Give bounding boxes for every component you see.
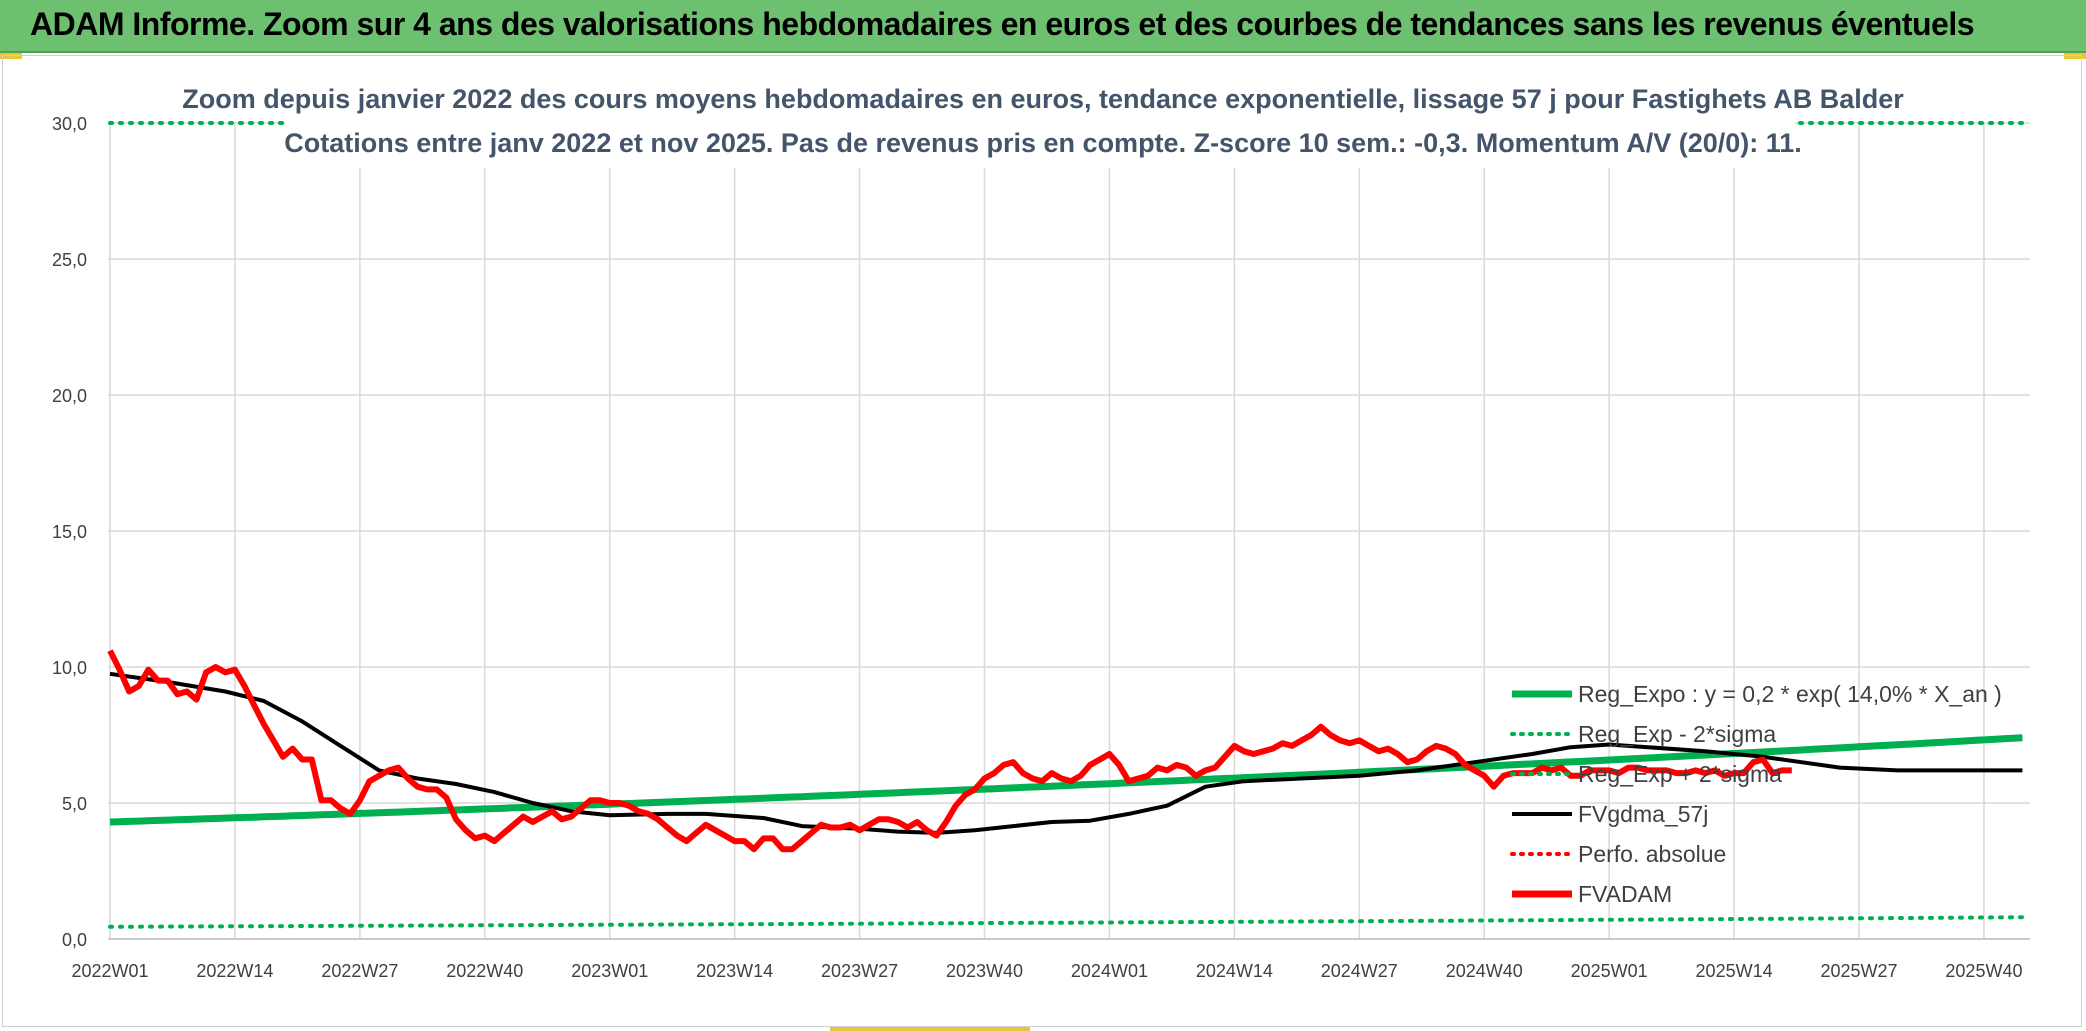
legend-label: Reg_Exp + 2*sigma — [1578, 761, 1782, 787]
x-tick-label: 2022W27 — [321, 961, 398, 981]
report-title: ADAM Informe. Zoom sur 4 ans des valoris… — [30, 6, 1975, 42]
y-tick-label: 15,0 — [52, 522, 87, 542]
corner-right-accent — [2064, 53, 2086, 59]
y-tick-label: 10,0 — [52, 658, 87, 678]
y-axis-ticks: 0,0 5,0 10,0 15,0 20,0 25,0 30,0 — [52, 114, 87, 950]
x-tick-label: 2023W01 — [571, 961, 648, 981]
x-tick-label: 2022W40 — [446, 961, 523, 981]
x-tick-label: 2023W14 — [696, 961, 773, 981]
x-tick-label: 2024W01 — [1071, 961, 1148, 981]
x-tick-label: 2025W01 — [1571, 961, 1648, 981]
x-tick-label: 2025W14 — [1696, 961, 1773, 981]
x-tick-label: 2023W40 — [946, 961, 1023, 981]
y-tick-label: 30,0 — [52, 114, 87, 134]
legend-label: Perfo. absolue — [1578, 841, 1726, 867]
series-reg-expo — [109, 734, 2023, 826]
legend-label: Reg_Expo : y = 0,2 * exp( 14,0% * X_an ) — [1578, 681, 2002, 707]
x-tick-label: 2024W27 — [1321, 961, 1398, 981]
corner-left-accent — [0, 53, 22, 59]
x-tick-label: 2024W40 — [1446, 961, 1523, 981]
legend-label: FVgdma_57j — [1578, 801, 1708, 827]
x-tick-label: 2023W27 — [821, 961, 898, 981]
x-tick-label: 2025W27 — [1820, 961, 1897, 981]
x-tick-label: 2022W01 — [71, 961, 148, 981]
legend: Reg_Expo : y = 0,2 * exp( 14,0% * X_an )… — [1510, 681, 2002, 907]
chart-title-line2: Cotations entre janv 2022 et nov 2025. P… — [284, 128, 1802, 158]
chart-title-line1: Zoom depuis janvier 2022 des cours moyen… — [182, 84, 1904, 114]
legend-label: Reg_Exp - 2*sigma — [1578, 721, 1776, 747]
series-reg-exp-minus-2sigma — [108, 915, 2025, 929]
y-tick-label: 20,0 — [52, 386, 87, 406]
series-fvgdma-57j — [109, 671, 2023, 835]
x-tick-label: 2025W40 — [1945, 961, 2022, 981]
report-banner: ADAM Informe. Zoom sur 4 ans des valoris… — [0, 0, 2086, 53]
series-layer — [107, 121, 2025, 929]
title-backdrop — [285, 78, 1795, 168]
y-tick-label: 5,0 — [62, 794, 87, 814]
gridlines — [108, 122, 2030, 940]
y-tick-label: 0,0 — [62, 930, 87, 950]
series-fvadam — [107, 649, 1792, 853]
x-tick-label: 2024W14 — [1196, 961, 1273, 981]
y-tick-label: 25,0 — [52, 250, 87, 270]
x-axis-ticks: 2022W01 2022W14 2022W27 2022W40 2023W01 2023W… — [71, 961, 2022, 981]
legend-label: FVADAM — [1578, 881, 1672, 907]
x-tick-label: 2022W14 — [196, 961, 273, 981]
chart-frame — [2, 55, 2082, 1027]
bottom-accent — [830, 1027, 1030, 1031]
